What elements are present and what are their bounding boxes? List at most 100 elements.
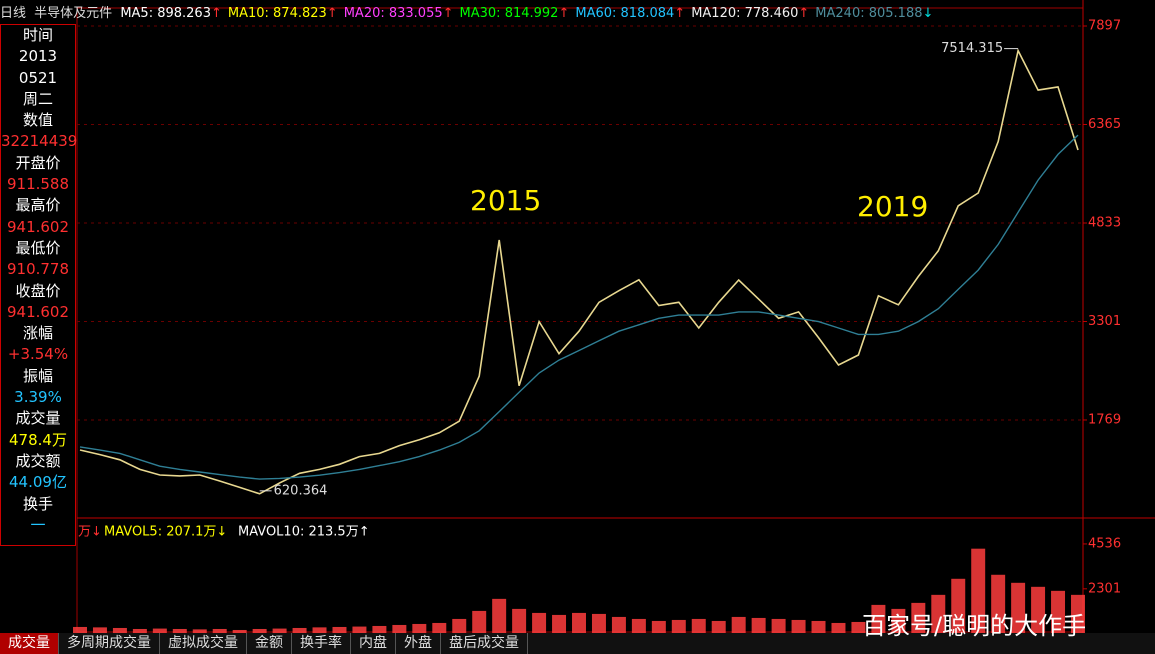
y-tick-label: 2301 — [1088, 581, 1121, 596]
volume-bar — [751, 617, 766, 633]
indicator-arrow: ↑ — [326, 6, 338, 21]
volume-bar — [152, 628, 167, 633]
info-item: 910.778 — [6, 260, 70, 279]
y-tick-label: 1769 — [1088, 412, 1121, 427]
volume-bar — [851, 621, 866, 633]
indicator: MA10: 874.823 — [227, 6, 327, 21]
volume-bar — [1011, 582, 1026, 633]
info-item: +3.54% — [7, 345, 69, 364]
tab[interactable]: 盘后成交量 — [441, 633, 528, 654]
volume-bar — [991, 574, 1006, 633]
info-item: 941.602 — [6, 217, 70, 236]
indicator-arrow: ↑ — [442, 6, 454, 21]
volume-bar — [611, 616, 626, 633]
y-tick-label: 4536 — [1088, 536, 1121, 551]
info-item: 478.4万 — [9, 430, 67, 449]
stock-name: 半导体及元件 — [34, 6, 113, 21]
volume-bar — [492, 598, 507, 633]
volume-bar — [811, 620, 826, 633]
volume-bar — [1031, 586, 1046, 633]
indicator: MA240: 805.188 — [815, 6, 923, 21]
indicator: MA20: 833.055 — [343, 6, 443, 21]
volume-bar — [911, 602, 926, 633]
volume-bar — [212, 628, 227, 633]
info-item: 振幅 — [22, 366, 53, 385]
info-item: 32214439 — [1, 132, 78, 151]
volume-bar — [272, 628, 287, 633]
volume-bar — [591, 613, 606, 633]
volume-bar — [951, 578, 966, 633]
volume-bar — [631, 618, 646, 633]
legend-item: MAVOL5: 207.1万↓ — [104, 525, 227, 540]
y-tick-label: 6365 — [1088, 117, 1121, 132]
info-item: 911.588 — [6, 175, 70, 194]
info-item: 0521 — [18, 68, 58, 87]
annotation: 2019 — [857, 190, 928, 223]
info-item: 成交额 — [15, 451, 61, 470]
indicator: MA5: 898.263 — [120, 6, 211, 21]
volume-bar — [971, 548, 986, 633]
info-item: 2013 — [18, 47, 58, 66]
volume-bar — [891, 608, 906, 633]
indicator-arrow: ↑ — [798, 6, 810, 21]
info-item: 开盘价 — [15, 153, 61, 172]
price-line — [79, 48, 1079, 495]
info-item: 44.09亿 — [9, 473, 67, 492]
info-item: 换手 — [22, 494, 53, 513]
price-line — [79, 134, 1079, 480]
indicator: MA120: 778.460 — [691, 6, 799, 21]
watermark: 百家号/聪明的大作手 — [862, 612, 1087, 640]
tab[interactable]: 成交量 — [0, 633, 59, 654]
info-panel: 时间 2013 0521 周二 数值 32214439 开盘价 911.588 最高价 941.6… — [0, 24, 78, 546]
volume-bar — [731, 616, 746, 633]
info-item: 周二 — [22, 89, 53, 108]
indicator: MA30: 814.992 — [459, 6, 559, 21]
volume-bar — [1051, 590, 1066, 633]
value-label: 7514.315 — [941, 41, 1003, 56]
volume-bar — [871, 604, 886, 633]
volume-bar — [312, 627, 327, 633]
indicator-arrow: ↓ — [922, 6, 934, 21]
volume-bar — [572, 612, 586, 633]
info-item: 最高价 — [15, 196, 61, 215]
indicator-arrow: ↑ — [558, 6, 570, 21]
tab[interactable]: 外盘 — [396, 633, 441, 654]
volume-bar — [671, 619, 686, 633]
tab[interactable]: 多周期成交量 — [59, 633, 160, 654]
volume-bar — [552, 614, 567, 633]
tab-bar: 成交量 多周期成交量 虚拟成交量 金额 换手率 内盘 外盘 盘后成交量 — [0, 633, 1155, 654]
volume-bar — [532, 612, 547, 633]
volume-bar — [452, 618, 467, 633]
info-item: 成交量 — [15, 409, 61, 428]
info-item: 最低价 — [15, 238, 61, 257]
volume-bar — [172, 628, 187, 633]
value-label: 620.364 — [274, 483, 328, 498]
tab[interactable]: 内盘 — [351, 633, 396, 654]
info-item: 时间 — [22, 26, 53, 44]
indicator: MA60: 818.084 — [575, 6, 675, 21]
tab[interactable]: 金额 — [247, 633, 292, 654]
plot-frame — [76, 7, 1084, 633]
indicator-arrow: ↑ — [674, 6, 686, 21]
volume-bar — [931, 594, 946, 633]
volume-bar — [691, 618, 706, 633]
volume-bar — [512, 608, 527, 633]
tab[interactable]: 虚拟成交量 — [160, 633, 247, 654]
y-tick-label: 3301 — [1088, 314, 1121, 329]
period: 日线 — [0, 6, 27, 21]
header: 日线 半导体及元件 MA5: 898.263↑ MA10: 874.823↑ MA2… — [0, 2, 939, 22]
volume-bar — [332, 626, 347, 633]
y-tick-label: 7897 — [1088, 19, 1121, 34]
chart: 1769 3301 4833 6365 7897 620.364 7514.315 2015 2… — [73, 0, 1155, 633]
volume-bar — [92, 627, 107, 633]
info-item: 涨幅 — [22, 324, 53, 343]
volume-bar — [432, 622, 447, 633]
volume-bar — [392, 624, 407, 633]
info-item: 3.39% — [14, 388, 62, 407]
y-tick-label: 4833 — [1088, 215, 1121, 230]
tab[interactable]: 换手率 — [292, 633, 351, 654]
volume-bar — [831, 622, 846, 633]
annotation: 2015 — [470, 184, 541, 217]
volume-bar — [771, 618, 786, 633]
